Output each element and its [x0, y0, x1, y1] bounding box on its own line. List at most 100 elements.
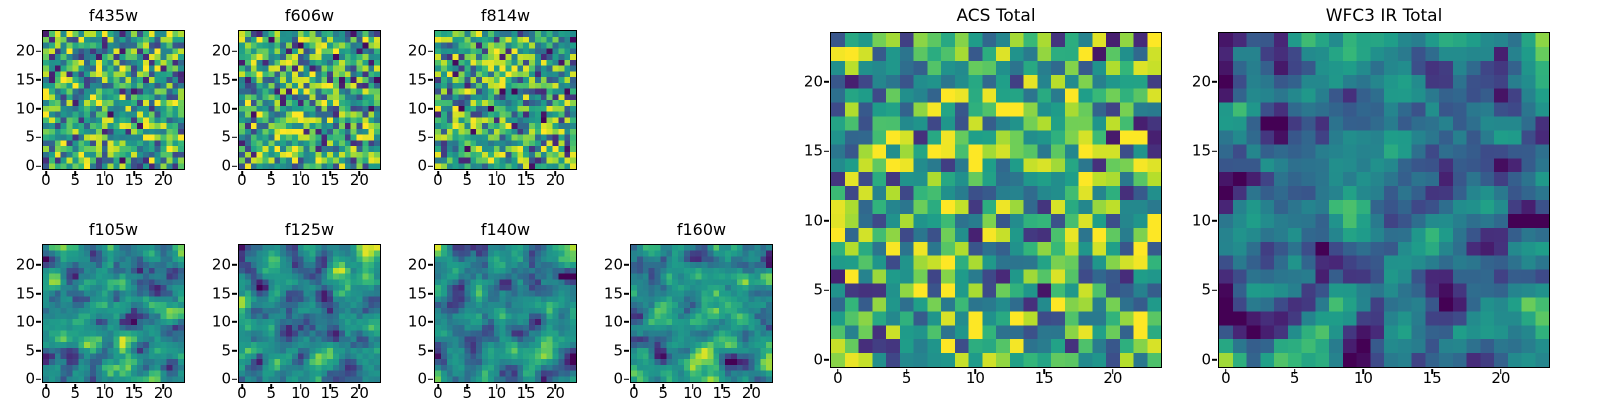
- y-tick-mark: [232, 50, 237, 52]
- y-axis-ticks: 0 5 10 15 20: [0, 245, 35, 386]
- x-tick-label: 10: [291, 171, 311, 189]
- x-tick-label: 15: [516, 384, 536, 402]
- y-tick-mark: [428, 107, 433, 110]
- x-tick-mark: [691, 384, 694, 389]
- y-tick-label: 20: [15, 255, 35, 274]
- y-tick-label: 0: [417, 369, 427, 388]
- x-tick-label: 20: [349, 171, 369, 189]
- y-tick-mark: [428, 292, 433, 295]
- y-tick-label: 15: [211, 284, 231, 303]
- x-tick-mark: [270, 171, 273, 176]
- x-tick-label: 15: [320, 384, 340, 402]
- y-tick-mark: [36, 79, 41, 81]
- panel-title: f125w: [284, 220, 335, 239]
- x-tick-mark: [299, 171, 302, 176]
- y-tick-label: 15: [211, 70, 231, 89]
- x-tick-label: 10: [1353, 369, 1373, 387]
- x-tick-label: 5: [901, 369, 912, 387]
- x-tick-label: 5: [70, 384, 81, 402]
- heatmap-acs-total: [831, 33, 1161, 367]
- y-tick-mark: [624, 378, 629, 380]
- heatmap-panel-acs-total: ACS Total 0 5 10 15 20 0 5 10 15 20: [804, 6, 1162, 386]
- x-tick-label: 15: [1034, 369, 1054, 387]
- panel-title: f435w: [88, 6, 139, 25]
- panel-title: f814w: [480, 6, 531, 25]
- heatmap-panel-f814w: f814w 0 5 10 15 20 0 5 10 15 20: [408, 6, 577, 188]
- y-tick-mark: [428, 321, 433, 323]
- y-tick-label: 5: [25, 127, 35, 146]
- y-axis-ticks: 0 5 10 15 20: [1173, 33, 1211, 367]
- x-tick-mark: [358, 171, 361, 176]
- y-tick-mark: [1212, 359, 1217, 361]
- y-tick-mark: [232, 264, 237, 266]
- heatmap-panel-f160w: f160w 0 5 10 15 20 0 5 10 15 20: [604, 220, 773, 401]
- heatmap-wfc3-ir-total: [1219, 33, 1549, 367]
- x-tick-label: 15: [1422, 369, 1442, 387]
- x-tick-label: 0: [41, 171, 51, 189]
- x-tick-mark: [662, 384, 665, 389]
- y-tick-label: 15: [407, 284, 427, 303]
- x-tick-mark: [1500, 369, 1502, 374]
- x-axis-ticks: 0 5 10 15 20: [237, 384, 380, 404]
- x-tick-label: 5: [266, 171, 277, 189]
- y-tick-mark: [824, 220, 829, 222]
- x-tick-mark: [270, 384, 273, 389]
- y-tick-mark: [624, 264, 629, 266]
- x-tick-label: 5: [462, 384, 473, 402]
- heatmap-panel-f125w: f125w 0 5 10 15 20 0 5 10 15 20: [212, 220, 381, 401]
- x-tick-label: 0: [237, 171, 247, 189]
- y-axis-ticks: 0 5 10 15 20: [585, 245, 623, 386]
- x-axis-ticks: 0 5 10 15 20: [237, 171, 380, 191]
- x-tick-mark: [74, 171, 77, 176]
- x-tick-mark: [633, 384, 635, 389]
- x-tick-mark: [721, 384, 723, 389]
- x-tick-label: 0: [1221, 369, 1231, 387]
- y-tick-label: 10: [407, 99, 427, 118]
- x-tick-label: 15: [124, 171, 144, 189]
- x-axis-ticks: 0 5 10 15 20: [41, 384, 184, 404]
- x-tick-label: 20: [153, 171, 173, 189]
- heatmap-f606w: [239, 31, 380, 169]
- y-tick-mark: [428, 349, 433, 352]
- y-tick-mark: [1212, 80, 1217, 83]
- y-tick-label: 20: [211, 41, 231, 60]
- x-tick-label: 20: [1491, 369, 1511, 387]
- y-axis-ticks: 0 5 10 15 20: [193, 31, 231, 173]
- x-tick-mark: [974, 369, 977, 374]
- x-tick-mark: [133, 171, 135, 176]
- x-tick-mark: [1431, 369, 1433, 374]
- y-tick-mark: [1212, 220, 1217, 222]
- y-tick-mark: [428, 165, 433, 167]
- x-tick-label: 20: [153, 384, 173, 402]
- y-tick-label: 0: [417, 156, 427, 175]
- x-tick-label: 5: [658, 384, 669, 402]
- y-tick-label: 10: [15, 312, 35, 331]
- x-tick-mark: [329, 384, 331, 389]
- x-tick-label: 15: [712, 384, 732, 402]
- x-tick-label: 20: [545, 171, 565, 189]
- x-axis-ticks: 0 5 10 15 20: [831, 371, 1161, 389]
- x-tick-mark: [241, 384, 243, 389]
- y-tick-label: 5: [1201, 280, 1211, 299]
- y-tick-label: 20: [407, 255, 427, 274]
- y-tick-mark: [36, 107, 41, 110]
- y-axis-ticks: 0 5 10 15 20: [389, 31, 427, 173]
- y-tick-mark: [232, 79, 237, 81]
- y-tick-mark: [624, 292, 629, 295]
- x-tick-label: 20: [545, 384, 565, 402]
- heatmap-f814w: [435, 31, 576, 169]
- x-tick-mark: [358, 384, 361, 389]
- y-tick-label: 0: [1201, 350, 1211, 369]
- y-tick-label: 0: [613, 369, 623, 388]
- y-tick-mark: [36, 292, 41, 295]
- x-tick-label: 15: [516, 171, 536, 189]
- heatmap-f160w: [631, 245, 772, 382]
- x-tick-mark: [162, 384, 165, 389]
- y-tick-mark: [1212, 289, 1217, 292]
- x-tick-label: 0: [433, 384, 443, 402]
- x-tick-label: 20: [741, 384, 761, 402]
- x-tick-mark: [495, 384, 498, 389]
- y-tick-label: 10: [15, 99, 35, 118]
- y-tick-mark: [36, 165, 41, 167]
- y-tick-mark: [232, 292, 237, 295]
